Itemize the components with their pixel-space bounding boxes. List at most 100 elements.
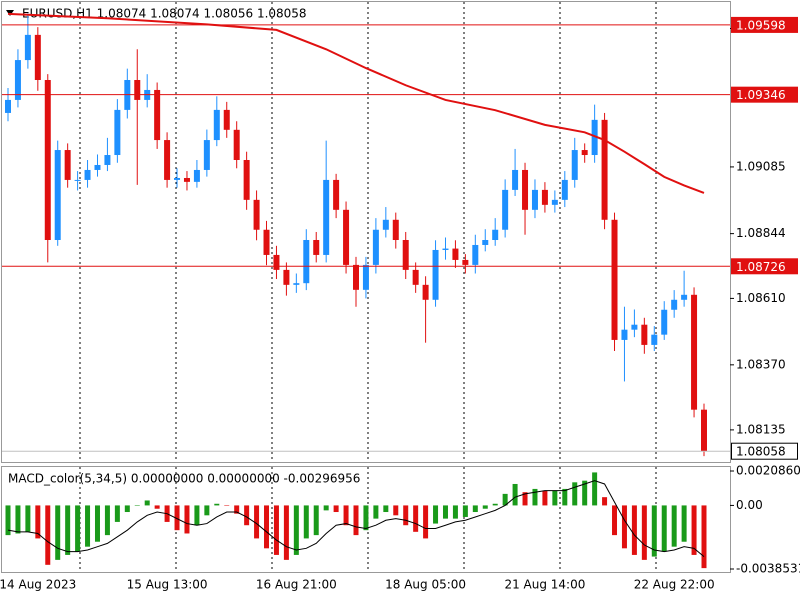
candle-body [94, 164, 101, 170]
candle-body [681, 294, 688, 300]
macd-bar [393, 505, 399, 516]
candle-body [671, 299, 678, 310]
candle-body [303, 239, 310, 284]
level-label: 1.09598 [736, 18, 786, 32]
macd-bar [383, 505, 389, 513]
macd-bar [562, 488, 568, 506]
x-tick-label: 14 Aug 2023 [0, 578, 76, 592]
candle-body [571, 150, 578, 180]
macd-bar [55, 505, 61, 560]
candle-body [34, 34, 41, 80]
level-label-box [731, 258, 798, 275]
y-tick-label: 1.08370 [736, 357, 786, 371]
candle-body [54, 150, 61, 240]
y-tick-label: -0.0038531 [736, 562, 800, 576]
macd-bar [592, 472, 598, 506]
candle-body [551, 199, 558, 205]
level-label-box [731, 16, 798, 33]
candle-body [482, 239, 489, 245]
candle-body [293, 283, 300, 285]
macd-bar [661, 505, 667, 552]
macd-bar [671, 505, 677, 547]
macd-bar [174, 505, 180, 531]
macd-bar [254, 505, 260, 539]
candle-body [502, 189, 509, 230]
candle-body [154, 89, 161, 141]
macd-bar [273, 505, 279, 555]
candle-body [24, 34, 31, 61]
macd-bar [691, 505, 697, 555]
candle-body [333, 179, 340, 210]
candle-body [522, 169, 529, 210]
macd-bar [651, 505, 657, 557]
candle-body [134, 79, 141, 100]
macd-bar [35, 505, 41, 539]
macd-bar [492, 503, 498, 506]
candle-body [243, 159, 250, 200]
signal-line [7, 480, 705, 557]
candle-body [253, 199, 260, 230]
macd-title: MACD_color(5,34,5) 0.00000000 0.00000000… [8, 472, 360, 486]
candle-body [164, 140, 171, 180]
x-tick-label: 15 Aug 13:00 [127, 578, 208, 592]
macd-bar [234, 505, 240, 514]
macd-bar [413, 505, 419, 532]
moving-average [7, 12, 705, 194]
macd-bar [214, 503, 220, 506]
candle-body [5, 99, 11, 113]
y-tick-label: 1.08844 [736, 226, 786, 240]
macd-bar [403, 505, 409, 526]
candle-body [631, 324, 638, 330]
macd-bar [333, 505, 339, 513]
candle-body [402, 239, 409, 270]
candle-body [492, 229, 499, 240]
y-tick-label: 1.08610 [736, 291, 786, 305]
candle-body [273, 254, 280, 270]
macd-bar [204, 505, 210, 516]
candle-body [691, 294, 698, 410]
candle-body [392, 219, 399, 240]
macd-bar [631, 505, 637, 555]
candle-body [591, 119, 598, 156]
x-tick-label: 16 Aug 21:00 [256, 578, 337, 592]
macd-bar [423, 505, 429, 539]
candle-body [114, 109, 121, 156]
candle-body [213, 109, 220, 141]
macd-bar [45, 505, 51, 565]
macd-bar [502, 493, 508, 506]
macd-bar [482, 505, 488, 509]
macd-bar [194, 505, 200, 526]
x-tick-label: 18 Aug 05:00 [385, 578, 466, 592]
macd-bar [134, 505, 140, 506]
candle-body [581, 150, 588, 156]
macd-bar [433, 505, 439, 524]
candle-body [203, 140, 210, 170]
header: EURUSD,H1 1.08074 1.08074 1.08056 1.0805… [22, 7, 307, 21]
macd-bar [264, 505, 270, 549]
candle-body [651, 334, 658, 345]
price-label: 1.08058 [736, 445, 786, 459]
macd-bar [512, 483, 518, 506]
macd-bar [303, 505, 309, 539]
macd-bar [244, 505, 250, 526]
candle-body [531, 189, 538, 210]
candle-body [512, 169, 519, 190]
macd-bar [293, 505, 299, 555]
candle-body [84, 169, 91, 180]
macd-bar [602, 497, 608, 506]
candle-body [372, 229, 379, 265]
macd-bar [582, 480, 588, 506]
candle-body [343, 209, 350, 265]
y-tick-label: 1.08135 [736, 422, 786, 436]
macd-bar [85, 505, 91, 547]
macd-bar [65, 505, 71, 555]
level-label: 1.09346 [736, 88, 786, 102]
candle-body [382, 219, 389, 230]
macd-bar [154, 505, 160, 509]
candle-body [283, 269, 290, 285]
candle-body [462, 259, 469, 265]
candle-body [313, 239, 320, 255]
macd-bar [343, 505, 349, 526]
x-tick-label: 22 Aug 22:00 [634, 578, 715, 592]
